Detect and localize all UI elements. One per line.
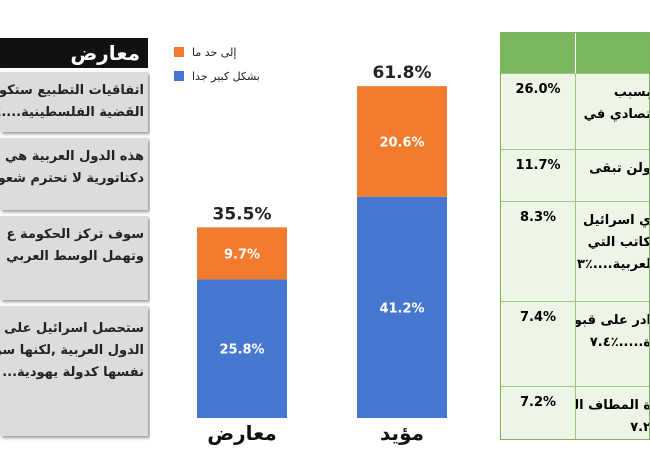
text-cell: ة المطاف الى ٧.٢ (576, 386, 650, 439)
row-line: هذه الدول العربية هي دو (0, 149, 144, 164)
cell-line: ة.....٪٧.٤ (589, 335, 650, 350)
cell-line: بسبب (613, 85, 650, 100)
bar-segment (357, 86, 447, 197)
legend-label: إلى حد ما (192, 46, 236, 59)
total-label: 35.5% (213, 204, 272, 224)
text-cell: ي اسرائيل كاتب التي لعربية....٪٨.٣ (576, 201, 650, 301)
text-row: ستحصل اسرائيل على ا الدول العربية ,لكنها … (0, 306, 148, 436)
cell-line: كاتب التي (587, 235, 650, 250)
text-row: سوف تركز الحكومة ع وتهمل الوسط العربي (0, 216, 148, 300)
percent-cell: 8.3% (501, 201, 576, 301)
row-line: وتهمل الوسط العربي (6, 249, 144, 264)
bar-segment (197, 279, 287, 418)
row-line: سوف تركز الحكومة ع (6, 227, 144, 242)
text-row: هذه الدول العربية هي دو دكتاتورية لا تحتر… (0, 138, 148, 210)
total-label: 61.8% (373, 63, 432, 83)
cell-line: ادر على قبول (576, 313, 650, 328)
percent-cell: 26.0% (501, 73, 576, 149)
header-cell (576, 33, 649, 73)
percent-cell: 7.2% (501, 386, 576, 439)
row-line: اتفاقيات التطبيع ستكون (0, 83, 144, 98)
panel-header: معارض (0, 38, 148, 68)
legend-label: بشكل كبير جدا (192, 70, 260, 83)
row-line: الدول العربية ,لكنها سن (0, 343, 144, 358)
header-cell (501, 33, 576, 73)
category-label: مؤيد (380, 421, 424, 445)
left-panel: معارض اتفاقيات التطبيع ستكون القضية الفلس… (0, 0, 150, 450)
value-label: 41.2% (379, 301, 424, 316)
cell-line: تصادي في (583, 107, 650, 122)
row-line: نفسها كدولة يهودية... (2, 365, 144, 380)
category-label: معارض (207, 421, 277, 445)
percent-cell: 7.4% (501, 301, 576, 386)
value-label: 20.6% (379, 135, 424, 150)
cell-line: ة المطاف الى (576, 398, 649, 413)
text-cell: ولن تبقى (576, 149, 650, 201)
row-line: دكتاتورية لا تحترم شعو (0, 171, 144, 186)
row-line: ستحصل اسرائيل على ا (0, 321, 144, 336)
text-cell: بسبب تصادي في (576, 73, 650, 149)
legend-swatch (174, 71, 184, 81)
text-row: اتفاقيات التطبيع ستكون القضية الفلسطينية.… (0, 72, 148, 132)
value-label: 25.8% (219, 343, 264, 358)
text-cell: ادر على قبول ة.....٪٧.٤ (576, 301, 650, 386)
right-panel: 26.0% بسبب تصادي في 11.7% ولن تبقى 8.3% ي اسرا… (500, 32, 650, 440)
legend-swatch (174, 47, 184, 57)
bar-segment (357, 196, 447, 418)
cell-line: لعربية....٪٨.٣ (576, 257, 650, 272)
percent-cell: 11.7% (501, 149, 576, 201)
cell-line: ي اسرائيل (582, 213, 650, 228)
cell-line: ٧.٢ (630, 420, 650, 435)
value-label: 9.7% (224, 247, 260, 262)
cell-line: ولن تبقى (589, 161, 650, 176)
bar-segment (197, 227, 287, 280)
row-line: القضية الفلسطينية....٪١.٠ (0, 105, 144, 120)
